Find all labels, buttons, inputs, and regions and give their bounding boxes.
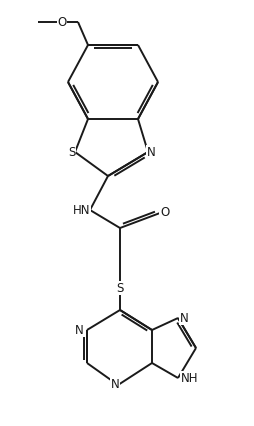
Text: N: N [147, 146, 155, 158]
Text: S: S [116, 282, 124, 294]
Text: HN: HN [72, 204, 90, 216]
Text: O: O [57, 15, 67, 29]
Text: O: O [160, 207, 169, 219]
Text: S: S [68, 146, 76, 158]
Text: NH: NH [181, 371, 198, 385]
Text: N: N [111, 378, 119, 391]
Text: N: N [75, 323, 84, 337]
Text: N: N [180, 311, 189, 325]
